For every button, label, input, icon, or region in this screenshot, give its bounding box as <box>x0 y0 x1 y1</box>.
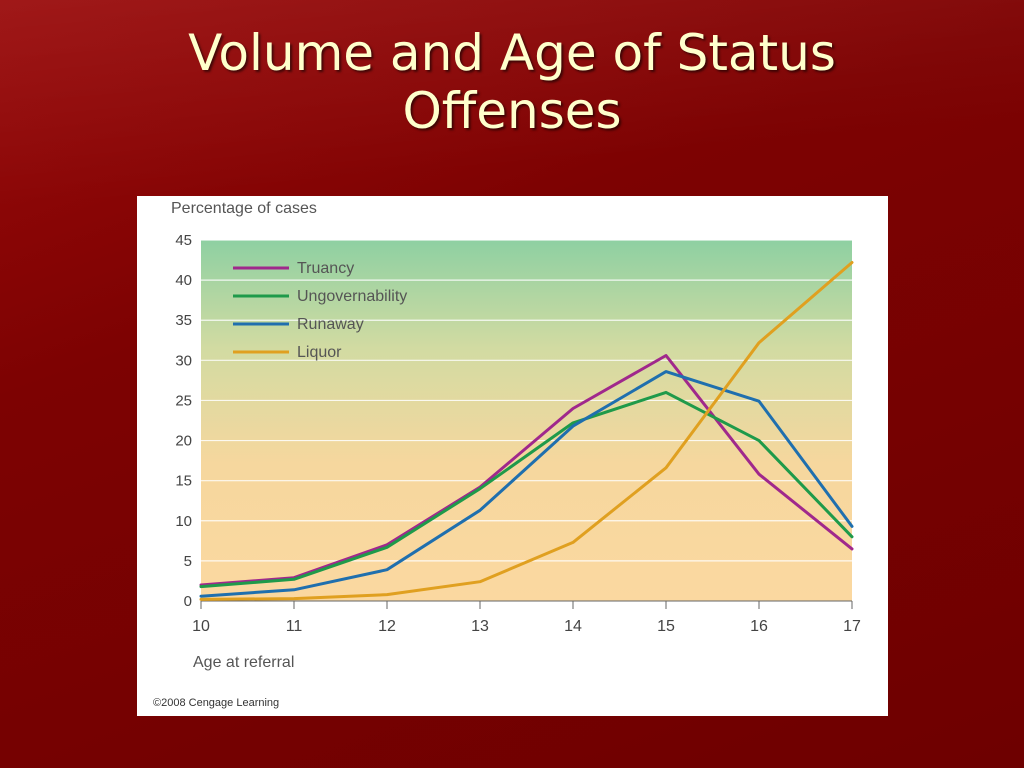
x-tick-label-14: 14 <box>564 618 582 635</box>
slide-title-line-1: Volume and Age of Status <box>188 24 836 82</box>
legend-label-truancy: Truancy <box>297 260 354 277</box>
series-line-liquor <box>199 261 854 601</box>
y-tick-label-25: 25 <box>175 392 192 409</box>
y-tick-label-10: 10 <box>175 513 192 530</box>
y-tick-label-35: 35 <box>175 312 192 329</box>
y-tick-label-20: 20 <box>175 433 192 450</box>
copyright-note: ©2008 Cengage Learning <box>153 697 279 709</box>
y-tick-label-15: 15 <box>175 473 192 490</box>
x-tick-label-12: 12 <box>378 618 396 635</box>
x-tick-label-17: 17 <box>843 618 861 635</box>
y-tick-label-0: 0 <box>184 593 192 610</box>
title-band <box>0 0 1024 215</box>
x-axis-label: Age at referral <box>193 654 294 671</box>
x-tick-label-10: 10 <box>192 618 210 635</box>
y-tick-label-45: 45 <box>175 232 192 249</box>
slide-title: Volume and Age of Status Offenses <box>0 24 1024 140</box>
y-tick-label-5: 5 <box>184 553 192 570</box>
legend-label-ungovernability: Ungovernability <box>297 288 407 305</box>
x-tick-label-16: 16 <box>750 618 768 635</box>
series-line-runaway <box>199 370 854 598</box>
chart-figure: 0 5 10 15 20 25 30 35 40 45 10 11 12 13 14 15 16 17 Truan… <box>137 196 888 716</box>
x-tick-label-13: 13 <box>471 618 489 635</box>
y-tick-label-40: 40 <box>175 272 192 289</box>
series-line-ungovernability <box>199 390 854 589</box>
x-tick-label-15: 15 <box>657 618 675 635</box>
x-tick-label-11: 11 <box>286 618 303 635</box>
slide-title-line-2: Offenses <box>402 82 622 140</box>
legend-label-liquor: Liquor <box>297 344 342 361</box>
y-tick-label-30: 30 <box>175 352 192 369</box>
y-axis-label: Percentage of cases <box>171 200 317 217</box>
series-line-truancy <box>199 354 854 587</box>
plot-area <box>201 240 852 601</box>
legend-label-runaway: Runaway <box>297 316 364 333</box>
line-chart: 0 5 10 15 20 25 30 35 40 45 10 11 12 13 14 15 16 17 Truan… <box>153 200 861 709</box>
